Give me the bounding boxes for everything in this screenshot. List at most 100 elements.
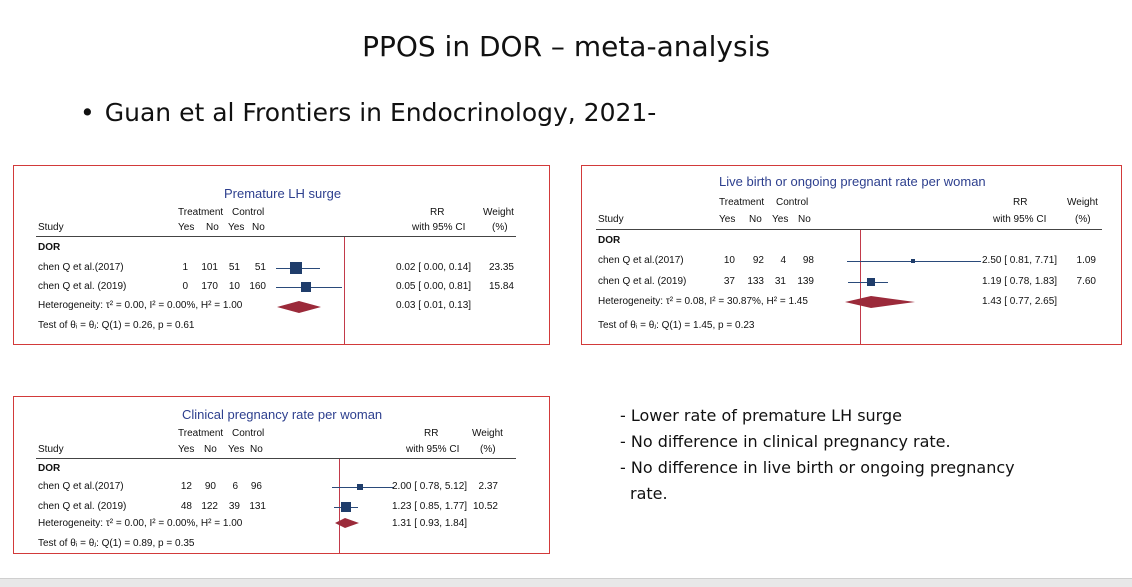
- treatment-no: 170: [201, 281, 218, 292]
- treatment-yes: 1: [182, 262, 188, 273]
- group-label: DOR: [38, 242, 61, 253]
- slide-title: PPOS in DOR – meta-analysis: [362, 30, 770, 63]
- citation-bullet: • Guan et al Frontiers in Endocrinology, …: [80, 98, 656, 127]
- control-no: 160: [249, 281, 266, 292]
- header-ci: with 95% CI: [406, 444, 460, 455]
- note-lh-surge: - Lower rate of premature LH surge: [620, 406, 902, 425]
- null-line: [339, 459, 340, 553]
- header-rr: RR: [1013, 197, 1028, 208]
- header-no-control: No: [250, 444, 263, 455]
- control-yes: 31: [774, 276, 786, 287]
- study-name: chen Q et al. (2019): [598, 276, 687, 287]
- header-control: Control: [232, 428, 265, 439]
- note-live-birth: - No difference in live birth or ongoing…: [620, 458, 1015, 477]
- bottom-scroll-bar: [0, 578, 1132, 587]
- header-weight: Weight: [483, 207, 514, 218]
- control-no: 131: [249, 501, 266, 512]
- rr-ci-value: 2.00 [ 0.78, 5.12]: [392, 481, 468, 492]
- header-control: Control: [232, 207, 265, 218]
- header-divider: [596, 229, 1102, 230]
- pooled-rr-ci: 1.31 [ 0.93, 1.84]: [392, 518, 468, 529]
- treatment-no: 90: [204, 481, 216, 492]
- header-yes-treatment: Yes: [719, 214, 736, 225]
- header-weight: Weight: [472, 428, 503, 439]
- effect-marker: [290, 262, 302, 274]
- header-yes-control: Yes: [772, 214, 789, 225]
- study-name: chen Q et al. (2019): [38, 501, 127, 512]
- pooled-effect-diamond: [277, 301, 321, 313]
- pooled-effect-diamond: [335, 518, 359, 528]
- header-no-treatment: No: [206, 222, 219, 233]
- note-live-birth-cont: rate.: [630, 484, 668, 503]
- treatment-no: 122: [201, 501, 218, 512]
- effect-marker: [357, 484, 363, 490]
- header-pct: (%): [480, 444, 496, 455]
- rr-ci-value: 0.05 [ 0.00, 0.81]: [396, 281, 472, 292]
- weight-value: 7.60: [1076, 276, 1096, 287]
- header-ci: with 95% CI: [412, 222, 466, 233]
- header-divider: [36, 458, 516, 459]
- header-no-control: No: [798, 214, 811, 225]
- treatment-yes: 0: [182, 281, 188, 292]
- treatment-yes: 12: [180, 481, 192, 492]
- effect-marker: [867, 278, 875, 286]
- homogeneity-test: Test of θᵢ = θⱼ: Q(1) = 1.45, p = 0.23: [598, 320, 755, 331]
- header-yes-treatment: Yes: [178, 222, 195, 233]
- rr-ci-value: 2.50 [ 0.81, 7.71]: [982, 255, 1058, 266]
- confidence-interval: [332, 487, 394, 488]
- control-yes: 39: [228, 501, 240, 512]
- heterogeneity-stats: Heterogeneity: τ² = 0.00, I² = 0.00%, H²…: [38, 300, 243, 311]
- study-name: chen Q et al.(2017): [38, 481, 124, 492]
- header-treatment: Treatment: [178, 428, 224, 439]
- header-study: Study: [598, 214, 624, 225]
- header-study: Study: [38, 222, 64, 233]
- treatment-no: 101: [201, 262, 218, 273]
- control-no: 51: [254, 262, 266, 273]
- citation-text: Guan et al Frontiers in Endocrinology, 2…: [104, 98, 657, 127]
- rr-ci-value: 0.02 [ 0.00, 0.14]: [396, 262, 472, 273]
- header-rr: RR: [424, 428, 439, 439]
- rr-ci-value: 1.23 [ 0.85, 1.77]: [392, 501, 468, 512]
- homogeneity-test: Test of θᵢ = θⱼ: Q(1) = 0.89, p = 0.35: [38, 538, 195, 549]
- pooled-rr-ci: 1.43 [ 0.77, 2.65]: [982, 296, 1058, 307]
- header-yes-treatment: Yes: [178, 444, 195, 455]
- rr-ci-value: 1.19 [ 0.78, 1.83]: [982, 276, 1058, 287]
- null-line: [860, 230, 861, 344]
- forest-plot-clinical-pregnancy: Clinical pregnancy rate per woman Treatm…: [13, 396, 550, 554]
- pooled-rr-ci: 0.03 [ 0.01, 0.13]: [396, 300, 472, 311]
- header-control: Control: [776, 197, 809, 208]
- forest-plot-live-birth: Live birth or ongoing pregnant rate per …: [581, 165, 1122, 345]
- header-rr: RR: [430, 207, 445, 218]
- group-label: DOR: [38, 463, 61, 474]
- plot-title: Live birth or ongoing pregnant rate per …: [719, 174, 986, 189]
- header-no-treatment: No: [204, 444, 217, 455]
- control-yes: 4: [780, 255, 786, 266]
- effect-marker: [341, 502, 351, 512]
- header-weight: Weight: [1067, 197, 1098, 208]
- weight-value: 2.37: [478, 481, 498, 492]
- control-no: 139: [797, 276, 814, 287]
- header-yes-control: Yes: [228, 444, 245, 455]
- header-treatment: Treatment: [719, 197, 765, 208]
- study-name: chen Q et al.(2017): [598, 255, 684, 266]
- heterogeneity-stats: Heterogeneity: τ² = 0.08, I² = 30.87%, H…: [598, 296, 808, 307]
- effect-marker: [301, 282, 311, 292]
- control-yes: 10: [228, 281, 240, 292]
- treatment-yes: 37: [723, 276, 735, 287]
- header-no-control: No: [252, 222, 265, 233]
- header-pct: (%): [1075, 214, 1091, 225]
- heterogeneity-stats: Heterogeneity: τ² = 0.00, I² = 0.00%, H²…: [38, 518, 243, 529]
- weight-value: 10.52: [472, 501, 498, 512]
- control-yes: 51: [228, 262, 240, 273]
- header-divider: [36, 236, 516, 237]
- effect-marker: [911, 259, 915, 263]
- study-name: chen Q et al.(2017): [38, 262, 124, 273]
- study-name: chen Q et al. (2019): [38, 281, 127, 292]
- header-pct: (%): [492, 222, 508, 233]
- null-line: [344, 237, 345, 344]
- treatment-yes: 10: [723, 255, 735, 266]
- control-no: 98: [802, 255, 814, 266]
- weight-value: 1.09: [1076, 255, 1096, 266]
- plot-title: Premature LH surge: [224, 186, 342, 201]
- bullet-icon: •: [80, 98, 95, 127]
